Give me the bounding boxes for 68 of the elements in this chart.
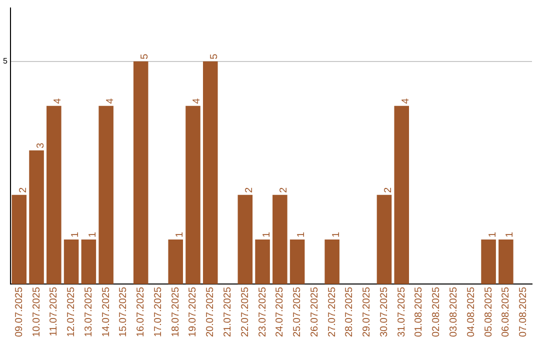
x-tick-label: 10.07.2025 <box>31 286 42 338</box>
x-tick-label: 09.07.2025 <box>14 286 25 338</box>
x-tick-label: 17.07.2025 <box>152 286 164 338</box>
bar <box>46 106 62 284</box>
bar <box>133 61 148 284</box>
x-tick-label: 28.07.2025 <box>344 286 356 338</box>
data-label: 4 <box>52 98 64 104</box>
bar <box>81 239 96 284</box>
x-tick-label: 24.07.2025 <box>274 286 286 338</box>
bar <box>98 106 114 284</box>
data-label: 2 <box>278 186 290 193</box>
bar <box>324 239 340 284</box>
data-label: 4 <box>192 98 203 104</box>
x-tick-label: 26.07.2025 <box>309 286 320 338</box>
x-tick-label: 31.07.2025 <box>396 286 408 338</box>
bar <box>255 239 270 284</box>
bar <box>394 106 409 284</box>
bar <box>272 194 288 284</box>
data-label: 5 <box>140 53 151 60</box>
x-tick-label: 06.08.2025 <box>500 286 512 338</box>
bar <box>12 194 27 284</box>
x-tick-label: 25.07.2025 <box>292 286 304 338</box>
bar <box>29 150 44 284</box>
x-tick-label: 14.07.2025 <box>100 286 112 338</box>
bar <box>64 239 79 284</box>
data-label: 4 <box>104 98 116 104</box>
x-tick-label: 23.07.2025 <box>257 286 268 338</box>
data-label: 1 <box>296 231 308 238</box>
x-tick-label: 19.07.2025 <box>188 286 199 338</box>
x-tick-label: 07.08.2025 <box>518 286 530 338</box>
x-tick-label: 27.07.2025 <box>326 286 338 338</box>
data-label: 2 <box>18 186 29 193</box>
bar <box>290 239 305 284</box>
x-tick-label: 20.07.2025 <box>205 286 216 338</box>
data-label: 5 <box>209 53 220 60</box>
x-tick-label: 05.08.2025 <box>483 286 494 338</box>
x-tick-label: 29.07.2025 <box>362 286 373 338</box>
bar <box>498 239 514 284</box>
x-tick-label: 15.07.2025 <box>118 286 130 338</box>
x-tick-label: 04.08.2025 <box>466 286 477 338</box>
data-label: 1 <box>174 231 186 238</box>
data-label: 1 <box>70 231 82 238</box>
x-tick-label: 13.07.2025 <box>83 286 94 338</box>
x-tick-label: 21.07.2025 <box>222 286 234 338</box>
data-label: 1 <box>87 231 98 238</box>
x-tick-label: 01.08.2025 <box>414 286 425 338</box>
data-label: 3 <box>35 142 46 148</box>
data-label: 4 <box>400 98 412 104</box>
x-tick-label: 12.07.2025 <box>66 286 78 338</box>
data-label: 2 <box>244 186 255 193</box>
x-tick-label: 22.07.2025 <box>240 286 251 338</box>
data-label: 1 <box>261 231 272 238</box>
x-tick-label: 30.07.2025 <box>378 286 390 338</box>
x-tick-label: 18.07.2025 <box>170 286 182 338</box>
x-tick-label: 11.07.2025 <box>48 286 60 336</box>
data-label: 1 <box>487 231 498 238</box>
x-tick-label: 03.08.2025 <box>448 286 460 338</box>
bar <box>186 106 200 284</box>
x-tick-label: 02.08.2025 <box>431 286 442 338</box>
x-tick-label: 16.07.2025 <box>136 286 147 338</box>
bar <box>238 194 253 284</box>
data-label: 2 <box>382 186 394 193</box>
data-label: 1 <box>504 231 516 238</box>
data-label: 1 <box>330 231 342 238</box>
bar <box>481 239 496 284</box>
bar <box>168 239 183 284</box>
bar <box>202 61 218 284</box>
bar <box>376 194 392 284</box>
